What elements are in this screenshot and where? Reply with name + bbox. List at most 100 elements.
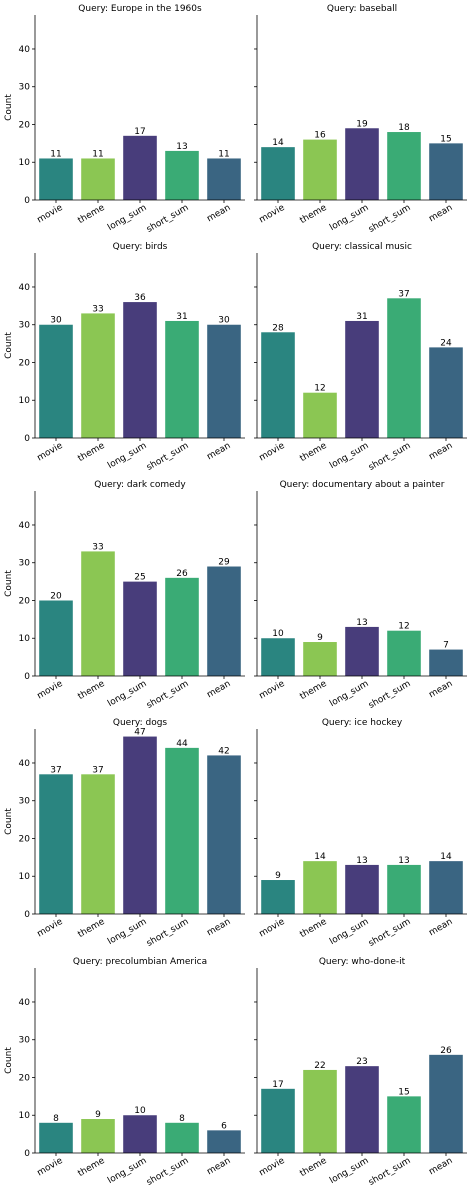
bar-value-label: 11 [218,149,229,159]
y-tick-label: 20 [19,834,31,844]
x-tick-label: long_sum [106,917,148,947]
y-tick-label: 10 [19,396,31,406]
bar-value-label: 14 [272,138,284,148]
x-tick-label: mean [427,203,454,224]
y-tick-label: 20 [19,120,31,130]
bar-value-label: 30 [218,316,230,326]
x-tick-label: mean [205,203,232,224]
x-tick-label: short_sum [367,917,413,949]
bar-movie [39,1122,73,1153]
y-tick-label: 10 [19,634,31,644]
bar-value-label: 24 [440,338,452,348]
bar-movie [261,332,295,438]
bar-theme [81,158,115,200]
bar-value-label: 8 [179,1114,185,1124]
bar-short-sum [165,747,199,914]
bar-long-sum [345,1066,379,1153]
bar-value-label: 8 [53,1114,59,1124]
x-tick-label: movie [36,441,65,464]
x-tick-label: theme [76,203,107,226]
x-tick-label: short_sum [367,1156,413,1188]
y-tick-label: 0 [24,910,30,920]
y-tick-label: 30 [19,1036,31,1046]
y-tick-label: 0 [24,672,30,682]
y-tick-label: 10 [19,158,31,168]
bar-value-label: 12 [398,622,409,632]
panel-title: Query: documentary about a painter [280,480,445,490]
bar-mean [207,158,241,200]
x-tick-label: short_sum [145,1156,191,1188]
panel-title: Query: Europe in the 1960s [78,4,202,14]
x-tick-label: movie [36,917,65,940]
bar-value-label: 42 [218,746,229,756]
bar-value-label: 13 [176,142,187,152]
bar-movie [39,774,73,914]
bar-short-sum [387,864,421,914]
x-tick-label: theme [76,1156,107,1179]
x-tick-label: long_sum [106,1156,148,1186]
bar-value-label: 13 [356,618,367,628]
panel-title: Query: baseball [327,4,397,14]
x-tick-label: theme [298,203,329,226]
bar-value-label: 23 [356,1057,367,1067]
bar-value-label: 15 [398,1087,409,1097]
bar-value-label: 11 [50,149,61,159]
panel-title: Query: dogs [113,718,168,728]
bar-short-sum [387,630,421,676]
bar-long-sum [123,1115,157,1153]
y-axis-label: Count [4,332,14,359]
bar-value-label: 7 [443,641,449,651]
y-tick-label: 40 [19,45,31,55]
bar-long-sum [345,320,379,438]
y-tick-label: 0 [24,434,30,444]
bar-value-label: 26 [440,1046,452,1056]
x-tick-label: short_sum [367,679,413,711]
y-tick-label: 30 [19,321,31,331]
bar-value-label: 37 [50,765,61,775]
bar-movie [261,147,295,200]
bar-value-label: 9 [317,633,323,643]
bar-value-label: 22 [314,1061,325,1071]
x-tick-label: movie [258,1156,287,1179]
bar-value-label: 10 [134,1106,146,1116]
x-tick-label: long_sum [106,679,148,709]
x-tick-label: theme [298,917,329,940]
y-tick-label: 40 [19,998,31,1008]
bar-movie [39,324,73,438]
chart-panel: Query: birds 0 10 20 30 40 Count 30 movie 33 theme… [4,242,245,473]
bar-value-label: 13 [398,856,409,866]
bar-theme [303,392,337,438]
bar-long-sum [345,864,379,914]
panel-title: Query: ice hockey [322,718,403,728]
panel-title: Query: dark comedy [94,480,186,490]
bar-theme [303,139,337,200]
bar-mean [429,861,463,914]
x-tick-label: movie [258,917,287,940]
bar-movie [261,638,295,676]
x-tick-label: short_sum [145,203,191,235]
bar-theme [303,861,337,914]
y-tick-label: 0 [24,196,30,206]
chart-panel: Query: dogs 0 10 20 30 40 Count 37 movie 37 theme 4… [4,718,245,949]
bar-movie [261,880,295,914]
y-tick-label: 40 [19,759,31,769]
panel-title: Query: classical music [312,242,412,252]
bar-short-sum [165,150,199,200]
y-tick-label: 10 [19,1111,31,1121]
bar-theme [81,774,115,914]
bar-long-sum [345,128,379,200]
chart-panel: Query: Europe in the 1960s 0 10 20 30 40 Count… [4,4,245,235]
bar-value-label: 15 [440,134,451,144]
bar-mean [207,755,241,914]
bar-movie [261,1088,295,1153]
bar-long-sum [345,626,379,676]
bar-value-label: 14 [440,852,452,862]
bar-long-sum [123,736,157,914]
bar-theme [81,551,115,676]
bar-short-sum [165,577,199,676]
bar-mean [207,324,241,438]
panel-title: Query: who-done-it [319,957,406,967]
y-axis-label: Count [4,570,14,597]
bar-long-sum [123,581,157,676]
